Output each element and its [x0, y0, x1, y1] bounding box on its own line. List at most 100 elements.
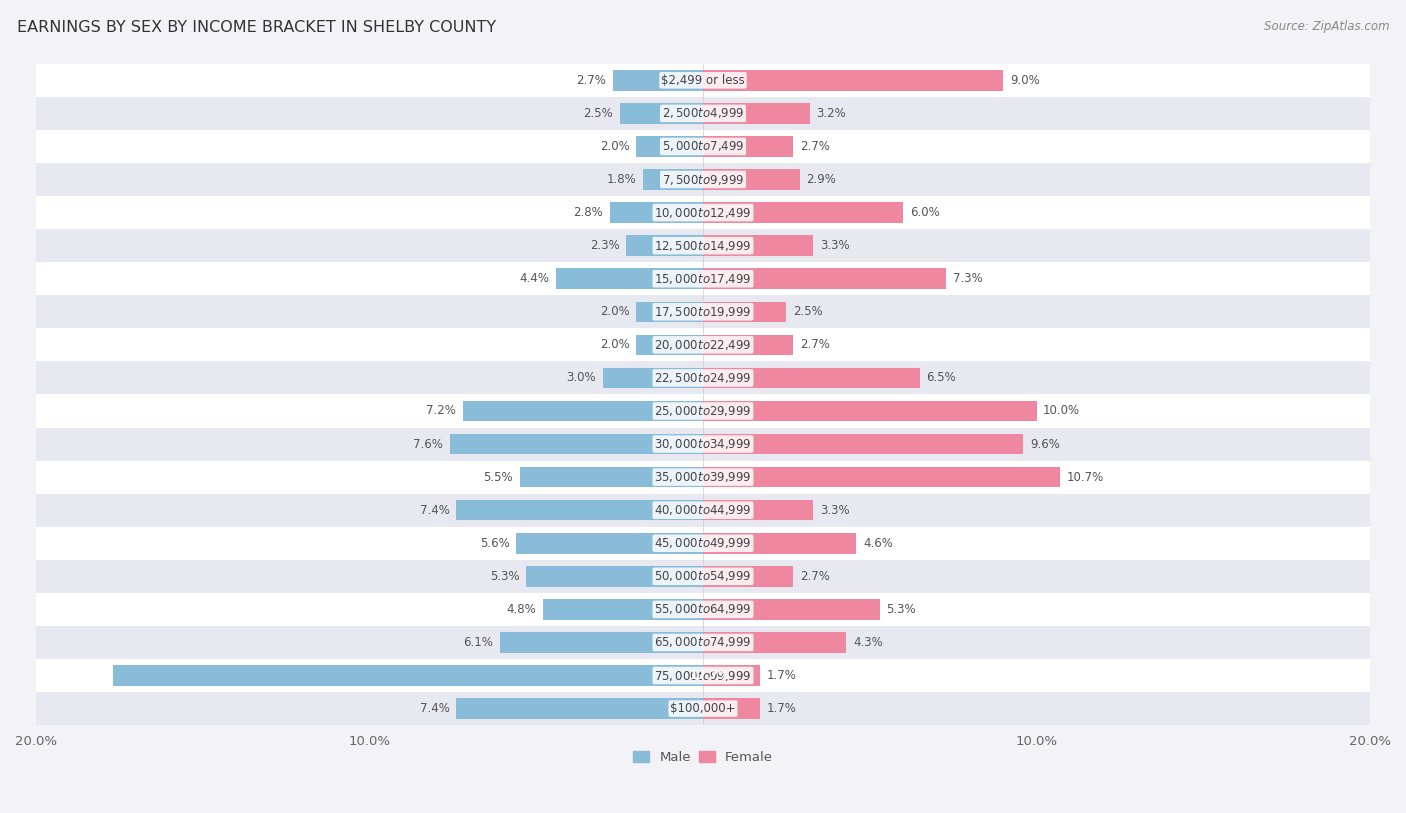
Text: 4.4%: 4.4%: [520, 272, 550, 285]
Bar: [703, 302, 786, 322]
Bar: [37, 97, 1369, 130]
Text: 7.4%: 7.4%: [419, 702, 450, 715]
Text: 1.7%: 1.7%: [766, 669, 796, 682]
Bar: [37, 328, 1369, 362]
Bar: [112, 665, 703, 686]
Text: $5,000 to $7,499: $5,000 to $7,499: [662, 140, 744, 154]
Bar: [37, 428, 1369, 461]
Bar: [703, 633, 846, 653]
Bar: [703, 665, 759, 686]
Text: $15,000 to $17,499: $15,000 to $17,499: [654, 272, 752, 285]
Text: 7.2%: 7.2%: [426, 405, 456, 418]
Text: 6.1%: 6.1%: [463, 636, 494, 649]
Bar: [37, 63, 1369, 97]
Bar: [637, 335, 703, 355]
Bar: [603, 367, 703, 388]
Text: $7,500 to $9,999: $7,500 to $9,999: [662, 172, 744, 186]
Text: 1.7%: 1.7%: [766, 702, 796, 715]
Bar: [703, 169, 800, 189]
Text: 7.4%: 7.4%: [419, 504, 450, 517]
Bar: [37, 362, 1369, 394]
Bar: [643, 169, 703, 189]
Text: 2.0%: 2.0%: [600, 140, 630, 153]
Text: $40,000 to $44,999: $40,000 to $44,999: [654, 503, 752, 517]
Bar: [516, 533, 703, 554]
Text: 2.5%: 2.5%: [793, 306, 823, 318]
Bar: [37, 196, 1369, 229]
Bar: [637, 302, 703, 322]
Bar: [450, 434, 703, 454]
Text: 2.7%: 2.7%: [800, 338, 830, 351]
Bar: [37, 394, 1369, 428]
Bar: [456, 500, 703, 520]
Bar: [703, 698, 759, 719]
Text: 2.9%: 2.9%: [807, 173, 837, 186]
Text: Source: ZipAtlas.com: Source: ZipAtlas.com: [1264, 20, 1389, 33]
Text: 7.3%: 7.3%: [953, 272, 983, 285]
Bar: [463, 401, 703, 421]
Text: $55,000 to $64,999: $55,000 to $64,999: [654, 602, 752, 616]
Text: $12,500 to $14,999: $12,500 to $14,999: [654, 239, 752, 253]
Bar: [626, 236, 703, 256]
Bar: [703, 566, 793, 586]
Bar: [37, 560, 1369, 593]
Bar: [37, 262, 1369, 295]
Bar: [37, 229, 1369, 262]
Text: 5.5%: 5.5%: [484, 471, 513, 484]
Text: 3.2%: 3.2%: [817, 107, 846, 120]
Text: $35,000 to $39,999: $35,000 to $39,999: [654, 470, 752, 484]
Text: $25,000 to $29,999: $25,000 to $29,999: [654, 404, 752, 418]
Text: 2.0%: 2.0%: [600, 306, 630, 318]
Bar: [37, 295, 1369, 328]
Bar: [703, 137, 793, 157]
Bar: [37, 626, 1369, 659]
Text: EARNINGS BY SEX BY INCOME BRACKET IN SHELBY COUNTY: EARNINGS BY SEX BY INCOME BRACKET IN SHE…: [17, 20, 496, 35]
Bar: [520, 467, 703, 487]
Text: 6.5%: 6.5%: [927, 372, 956, 385]
Text: $10,000 to $12,499: $10,000 to $12,499: [654, 206, 752, 220]
Text: $45,000 to $49,999: $45,000 to $49,999: [654, 537, 752, 550]
Text: $50,000 to $54,999: $50,000 to $54,999: [654, 569, 752, 583]
Text: 7.6%: 7.6%: [413, 437, 443, 450]
Bar: [703, 500, 813, 520]
Bar: [37, 659, 1369, 692]
Text: 3.0%: 3.0%: [567, 372, 596, 385]
Bar: [610, 202, 703, 223]
Bar: [526, 566, 703, 586]
Bar: [703, 599, 880, 620]
Text: 2.7%: 2.7%: [800, 570, 830, 583]
Bar: [37, 130, 1369, 163]
Bar: [703, 335, 793, 355]
Text: 4.8%: 4.8%: [506, 603, 536, 616]
Text: 5.6%: 5.6%: [479, 537, 509, 550]
Bar: [37, 692, 1369, 725]
Text: $100,000+: $100,000+: [671, 702, 735, 715]
Text: 2.8%: 2.8%: [574, 206, 603, 219]
Bar: [703, 467, 1060, 487]
Bar: [37, 493, 1369, 527]
Bar: [703, 103, 810, 124]
Bar: [703, 202, 903, 223]
Text: $22,500 to $24,999: $22,500 to $24,999: [654, 371, 752, 385]
Text: 2.3%: 2.3%: [591, 239, 620, 252]
Text: 3.3%: 3.3%: [820, 504, 849, 517]
Text: 4.6%: 4.6%: [863, 537, 893, 550]
Text: 4.3%: 4.3%: [853, 636, 883, 649]
Text: 5.3%: 5.3%: [886, 603, 917, 616]
Text: 2.0%: 2.0%: [600, 338, 630, 351]
Bar: [703, 236, 813, 256]
Text: 5.3%: 5.3%: [489, 570, 520, 583]
Bar: [456, 698, 703, 719]
Text: $20,000 to $22,499: $20,000 to $22,499: [654, 338, 752, 352]
Bar: [703, 434, 1024, 454]
Bar: [703, 367, 920, 388]
Bar: [557, 268, 703, 289]
Text: 10.7%: 10.7%: [1067, 471, 1104, 484]
Bar: [637, 137, 703, 157]
Legend: Male, Female: Male, Female: [628, 747, 778, 768]
Text: $65,000 to $74,999: $65,000 to $74,999: [654, 636, 752, 650]
Bar: [620, 103, 703, 124]
Bar: [37, 527, 1369, 560]
Text: 17.7%: 17.7%: [690, 669, 730, 682]
Bar: [703, 70, 1002, 90]
